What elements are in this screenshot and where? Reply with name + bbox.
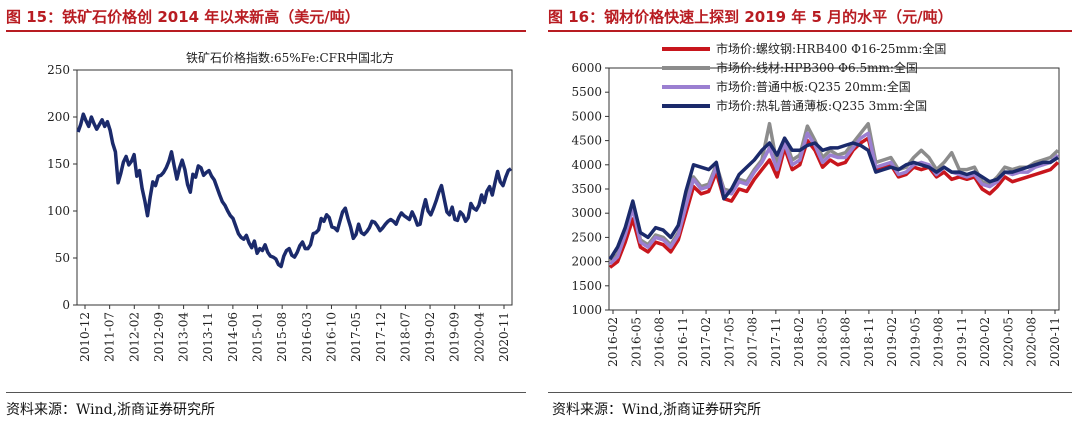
y-tick-label: 1500 — [571, 279, 602, 293]
x-tick-label: 2017-02 — [699, 317, 713, 367]
x-tick-label: 2016-11 — [676, 317, 690, 367]
legend-label: 市场价:螺纹钢:HRB400 Φ16-25mm:全国 — [716, 41, 946, 56]
y-tick-label: 6000 — [571, 61, 602, 75]
x-tick-label: 2018-02 — [792, 317, 806, 367]
y-tick-label: 2500 — [571, 230, 602, 244]
x-tick-label: 2015-01 — [251, 312, 265, 362]
y-tick-label: 200 — [47, 110, 70, 124]
x-tick-label: 2017-08 — [746, 317, 760, 367]
x-tick-label: 2016-08 — [653, 317, 667, 367]
right-title-rule — [548, 30, 1072, 32]
left-source-rule — [6, 392, 526, 393]
legend-label: 市场价:线材:HPB300 Φ6.5mm:全国 — [716, 60, 918, 75]
figure-15-title: 图 15：铁矿石价格创 2014 年以来新高（美元/吨） — [6, 8, 360, 26]
y-tick-label: 2000 — [571, 255, 602, 269]
left-title-rule — [6, 30, 526, 32]
iron-ore-price-chart: 0 50 100 150 200 250 2010-12 2011-07 2012-02 2012… — [47, 50, 513, 362]
x-tick-label: 2012-09 — [152, 312, 166, 362]
x-tick-label: 2013-04 — [177, 312, 191, 362]
y-tick-label: 0 — [62, 298, 70, 312]
y-tick-label: 50 — [55, 251, 70, 265]
series-line — [608, 131, 1060, 266]
x-tick-label: 2014-06 — [226, 312, 240, 362]
y-tick-label: 1000 — [571, 303, 602, 317]
x-tick-label: 2018-11 — [862, 317, 876, 367]
y-tick-label: 250 — [47, 63, 70, 77]
series-line — [608, 136, 1059, 261]
right-source-rule — [548, 392, 1072, 393]
x-tick-label: 2016-02 — [606, 317, 620, 367]
x-tick-label: 2020-11 — [1048, 317, 1062, 367]
left-source-text: 资料来源：Wind,浙商证券研究所 — [6, 402, 216, 418]
y-tick-label: 100 — [47, 204, 70, 218]
x-tick-label: 2017-12 — [374, 312, 388, 362]
series-line — [76, 112, 513, 269]
x-tick-label: 2016-03 — [300, 312, 314, 362]
x-tick-label: 2018-07 — [398, 312, 412, 362]
x-tick-label: 2019-09 — [448, 312, 462, 362]
x-tick-label: 2012-02 — [127, 312, 141, 362]
x-tick-label: 2019-08 — [932, 317, 946, 367]
x-tick-label: 2019-02 — [885, 317, 899, 367]
y-tick-label: 4000 — [571, 158, 602, 172]
x-tick-label: 2020-08 — [1025, 317, 1039, 367]
right-source-text: 资料来源：Wind,浙商证券研究所 — [552, 402, 762, 418]
x-tick-label: 2016-10 — [324, 312, 338, 362]
x-tick-label: 2019-05 — [908, 317, 922, 367]
x-tick-label: 2018-08 — [839, 317, 853, 367]
y-tick-label: 4500 — [571, 134, 602, 148]
chart-title: 铁矿石价格指数:65%Fe:CFR中国北方 — [186, 50, 394, 65]
plot-frame — [76, 69, 513, 306]
x-tick-label: 2020-05 — [1001, 317, 1015, 367]
steel-price-chart: 1000 1500 2000 2500 3000 3500 4000 4500 5000 5500… — [571, 41, 1062, 367]
x-tick-label: 2019-02 — [423, 312, 437, 362]
x-tick-label: 2017-05 — [349, 312, 363, 362]
x-tick-label: 2011-07 — [103, 312, 117, 362]
x-tick-label: 2020-11 — [497, 312, 511, 362]
x-tick-label: 2019-11 — [955, 317, 969, 367]
y-tick-label: 5000 — [571, 109, 602, 123]
legend-label: 市场价:热轧普通薄板:Q235 3mm:全国 — [716, 98, 927, 113]
x-tick-label: 2020-04 — [472, 312, 486, 362]
x-tick-label: 2018-05 — [815, 317, 829, 367]
x-tick-label: 2015-08 — [275, 312, 289, 362]
y-tick-label: 150 — [47, 157, 70, 171]
figure-16-title: 图 16：钢材价格快速上探到 2019 年 5 月的水平（元/吨） — [548, 8, 953, 26]
y-tick-label: 3500 — [571, 182, 602, 196]
legend-label: 市场价:普通中板:Q235 20mm:全国 — [716, 79, 911, 94]
x-tick-label: 2010-12 — [78, 312, 92, 362]
x-tick-label: 2017-11 — [769, 317, 783, 367]
x-tick-label: 2016-05 — [629, 317, 643, 367]
x-tick-label: 2017-05 — [722, 317, 736, 367]
x-tick-label: 2020-02 — [978, 317, 992, 367]
y-tick-label: 5500 — [571, 85, 602, 99]
y-tick-label: 3000 — [571, 206, 602, 220]
x-tick-label: 2013-11 — [201, 312, 215, 362]
